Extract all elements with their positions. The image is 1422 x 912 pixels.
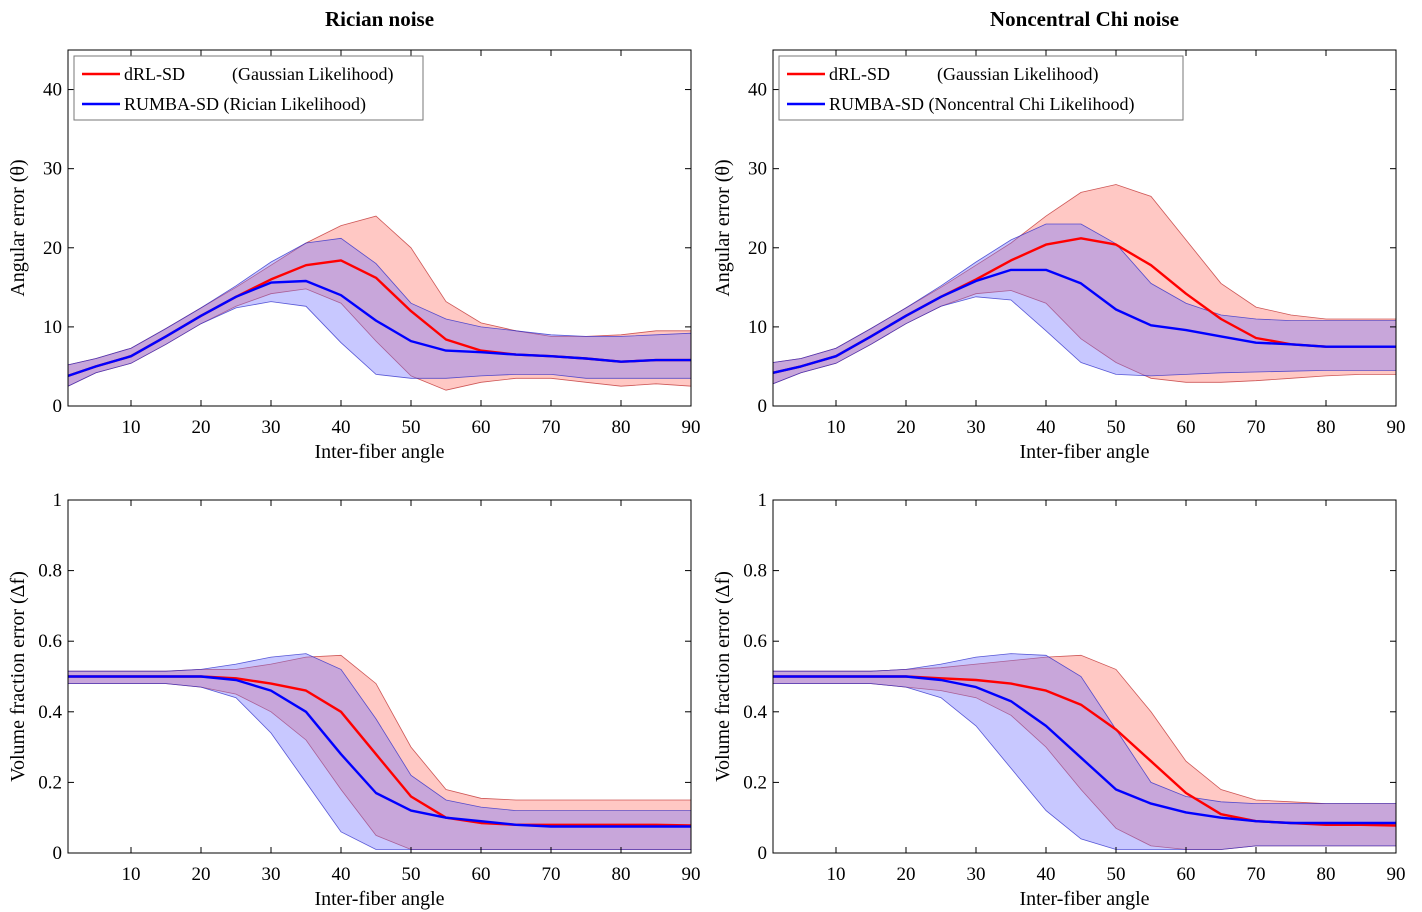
y-tick-label: 10 (43, 317, 62, 338)
x-tick-label: 30 (967, 864, 986, 885)
legend-note: RUMBA-SD (Noncentral Chi Likelihood) (829, 94, 1134, 115)
x-tick-label: 50 (402, 864, 421, 885)
legend: dRL-SD (Gaussian Likelihood) RUMBA-SD (Non… (778, 55, 1184, 121)
chart-panel-3: 10 20 30 40 50 60 70 80 90 0 0.2 0.4 0.6 0.8 1 Inter-fi… (7, 490, 701, 910)
x-tick-label: 80 (1317, 417, 1336, 438)
legend-box (778, 55, 1184, 121)
band-rumba-sd (772, 223, 1397, 385)
chart-panel-2: 10 20 30 40 50 60 70 80 90 0 10 20 30 40 Inter-fiber a… (712, 7, 1406, 463)
x-tick-label: 60 (472, 864, 491, 885)
x-tick-label: 10 (827, 864, 846, 885)
y-tick-label: 0.8 (743, 561, 767, 582)
x-tick-label: 90 (682, 864, 701, 885)
y-tick-label: 0 (758, 396, 768, 417)
x-tick-label: 40 (332, 864, 351, 885)
y-tick-label: 0 (758, 843, 768, 864)
x-tick-label: 60 (1177, 864, 1196, 885)
y-tick-label: 30 (748, 159, 767, 180)
y-tick-label: 0.2 (743, 772, 767, 793)
band-rumba-sd (772, 653, 1397, 850)
legend-note: (Gaussian Likelihood) (232, 64, 393, 85)
legend-label: dRL-SD (124, 64, 185, 84)
x-tick-label: 20 (897, 417, 916, 438)
series-line-rumba-sd (772, 268, 1396, 374)
plot-frame (67, 499, 692, 854)
y-tick-label: 20 (748, 238, 767, 259)
x-tick-label: 50 (402, 417, 421, 438)
y-tick-label: 30 (43, 159, 62, 180)
x-tick-label: 20 (897, 864, 916, 885)
x-tick-label: 30 (262, 864, 281, 885)
x-tick-label: 30 (262, 417, 281, 438)
y-tick-label: 0 (53, 843, 63, 864)
x-tick-label: 70 (542, 864, 561, 885)
x-tick-label: 20 (192, 864, 211, 885)
x-tick-label: 80 (612, 417, 631, 438)
x-axis-label: Inter-fiber angle (1019, 888, 1149, 910)
x-tick-label: 30 (967, 417, 986, 438)
y-axis-label: Volume fraction error (Δf) (712, 571, 734, 782)
y-tick-label: 0.4 (743, 702, 767, 723)
series-line-rumba-sd (67, 279, 691, 378)
y-axis-label: Angular error (θ) (7, 159, 29, 296)
y-tick-label: 0.6 (38, 631, 62, 652)
plot-frame (772, 49, 1397, 407)
y-tick-label: 0.6 (743, 631, 767, 652)
chart-title: Rician noise (325, 7, 434, 31)
x-tick-label: 60 (472, 417, 491, 438)
x-tick-label: 10 (122, 417, 141, 438)
x-tick-label: 50 (1107, 864, 1126, 885)
x-tick-label: 70 (542, 417, 561, 438)
x-axis-label: Inter-fiber angle (314, 888, 444, 910)
legend-box (73, 55, 424, 121)
y-tick-label: 0.2 (38, 772, 62, 793)
y-tick-label: 0.8 (38, 561, 62, 582)
legend-label: dRL-SD (829, 64, 890, 84)
x-tick-label: 50 (1107, 417, 1126, 438)
legend-note: (Gaussian Likelihood) (937, 64, 1098, 85)
y-axis-label: Angular error (θ) (712, 159, 734, 296)
x-tick-label: 40 (332, 417, 351, 438)
y-tick-label: 1 (53, 490, 63, 511)
band-rumba-sd (67, 653, 692, 850)
y-axis-label: Volume fraction error (Δf) (7, 571, 29, 782)
series-line-rumba-sd (68, 675, 691, 828)
x-axis-label: Inter-fiber angle (1019, 441, 1149, 463)
chart-panel-1: 10 20 30 40 50 60 70 80 90 0 10 20 30 40 Inter-fiber a… (7, 7, 701, 463)
y-tick-label: 40 (43, 80, 62, 101)
y-tick-label: 0.4 (38, 702, 62, 723)
chart-title: Noncentral Chi noise (990, 7, 1179, 31)
x-tick-label: 90 (682, 417, 701, 438)
x-tick-label: 80 (612, 864, 631, 885)
x-tick-label: 10 (827, 417, 846, 438)
x-tick-label: 70 (1247, 864, 1266, 885)
x-tick-label: 40 (1037, 417, 1056, 438)
x-tick-label: 40 (1037, 864, 1056, 885)
x-tick-label: 90 (1387, 417, 1406, 438)
x-tick-label: 70 (1247, 417, 1266, 438)
y-tick-label: 1 (758, 490, 768, 511)
y-tick-label: 10 (748, 317, 767, 338)
x-tick-label: 10 (122, 864, 141, 885)
chart-panel-4: 10 20 30 40 50 60 70 80 90 0 0.2 0.4 0.6 0.8 1 Inter-fi… (712, 490, 1406, 910)
y-tick-label: 40 (748, 80, 767, 101)
series-line-rumba-sd (773, 675, 1396, 825)
x-tick-label: 80 (1317, 864, 1336, 885)
x-axis-label: Inter-fiber angle (314, 441, 444, 463)
x-tick-label: 20 (192, 417, 211, 438)
x-tick-label: 90 (1387, 864, 1406, 885)
plot-frame (67, 49, 692, 407)
x-tick-label: 60 (1177, 417, 1196, 438)
plot-frame (772, 499, 1397, 854)
legend: dRL-SD (Gaussian Likelihood) RUMBA-SD (Ric… (73, 55, 424, 121)
y-tick-label: 20 (43, 238, 62, 259)
legend-note: RUMBA-SD (Rician Likelihood) (124, 94, 366, 115)
y-tick-label: 0 (53, 396, 63, 417)
